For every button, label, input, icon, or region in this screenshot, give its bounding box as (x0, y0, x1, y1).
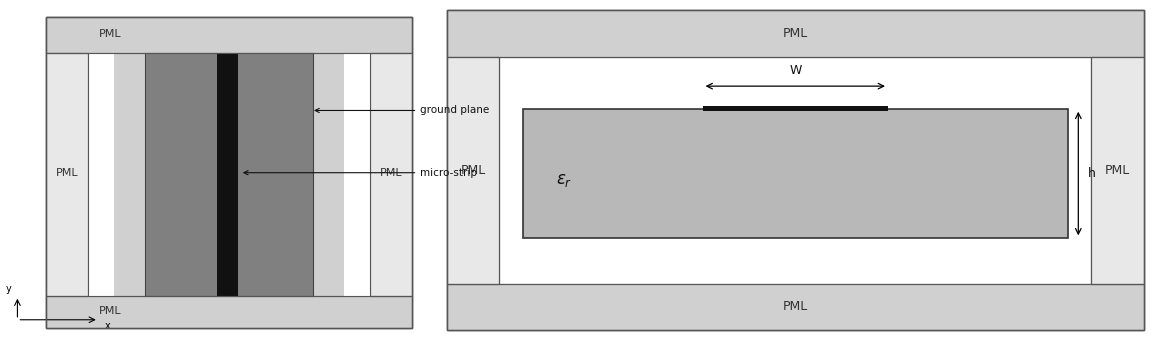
Bar (447, 284, 1144, 330)
Bar (522, 109, 1068, 238)
Text: PML: PML (99, 29, 122, 39)
Bar (1091, 57, 1144, 284)
Text: x: x (104, 321, 110, 331)
Bar (46, 17, 412, 53)
Text: $\varepsilon_r$: $\varepsilon_r$ (556, 171, 572, 189)
Bar (46, 295, 412, 328)
Bar (217, 53, 238, 295)
Text: PML: PML (783, 300, 808, 313)
Text: PML: PML (783, 27, 808, 40)
Bar (1091, 57, 1144, 284)
Bar (145, 53, 313, 295)
Bar (447, 10, 1144, 57)
Bar (345, 53, 370, 295)
Bar (46, 53, 88, 295)
Text: PML: PML (461, 163, 485, 177)
Bar (46, 295, 412, 328)
Text: ground plane: ground plane (315, 105, 490, 116)
Bar (447, 57, 499, 284)
Text: W: W (789, 64, 801, 77)
Bar (447, 57, 499, 284)
Bar (46, 53, 88, 295)
Bar (499, 57, 1091, 284)
Text: h: h (1088, 167, 1096, 180)
Bar (447, 10, 1144, 330)
Text: PML: PML (1105, 163, 1130, 177)
Bar (46, 17, 412, 53)
Bar (88, 53, 114, 295)
Bar (447, 10, 1144, 330)
Bar (447, 10, 1144, 57)
Text: y: y (6, 284, 10, 294)
Bar (46, 17, 412, 328)
Bar (702, 106, 888, 111)
Bar (370, 53, 412, 295)
Bar (46, 17, 412, 328)
Text: PML: PML (380, 168, 402, 178)
Bar (447, 284, 1144, 330)
Text: micro-strip: micro-strip (244, 168, 477, 178)
Text: PML: PML (99, 306, 122, 316)
Text: PML: PML (57, 168, 79, 178)
Bar (370, 53, 412, 295)
